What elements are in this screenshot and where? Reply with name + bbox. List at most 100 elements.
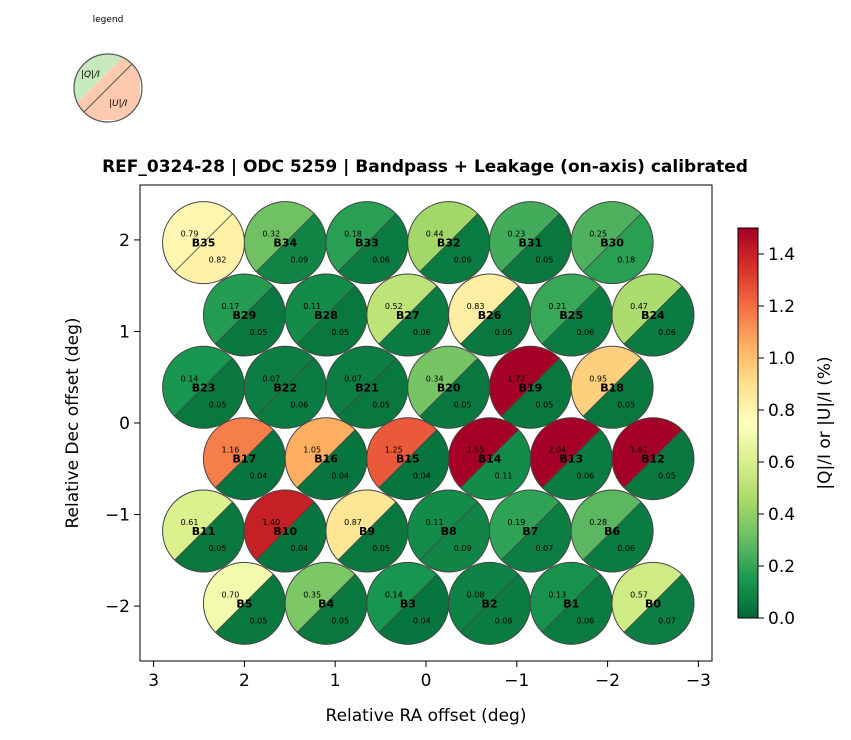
beam-q-half bbox=[285, 562, 356, 633]
beam-q-half bbox=[611, 417, 682, 488]
beam-divider bbox=[541, 429, 601, 488]
beam-b4: B40.35 0.05 bbox=[284, 561, 368, 645]
beam-q-half bbox=[448, 273, 519, 344]
beam-divider bbox=[337, 501, 397, 561]
beam-u-value: 0.06 bbox=[372, 256, 390, 265]
beam-divider bbox=[541, 285, 601, 345]
beam-q-half bbox=[489, 490, 560, 561]
beam-divider bbox=[623, 429, 683, 488]
beam-divider bbox=[419, 501, 478, 561]
beam-u-half bbox=[337, 358, 408, 429]
beam-u-half bbox=[337, 502, 408, 573]
beam-u-value: 0.82 bbox=[209, 256, 227, 265]
beam-u-value: 0.05 bbox=[536, 256, 554, 265]
beam-u-half bbox=[542, 429, 613, 500]
beam-label: B13 bbox=[559, 453, 583, 466]
beam-q-half bbox=[244, 346, 315, 417]
beam-u-value: 0.04 bbox=[331, 472, 349, 481]
beam-q-half bbox=[448, 417, 519, 488]
beam-u-value: 0.04 bbox=[250, 472, 268, 481]
beam-u-half bbox=[174, 502, 245, 573]
beam-u-half bbox=[256, 358, 327, 429]
beam-q-value: 0.32 bbox=[262, 230, 280, 239]
y-tick-label: −2 bbox=[105, 597, 130, 617]
beam-u-half bbox=[460, 285, 531, 356]
beam-u-value: 0.09 bbox=[290, 256, 308, 265]
beam-u-half bbox=[215, 285, 286, 356]
beam-divider bbox=[296, 429, 356, 488]
beam-u-value: 0.09 bbox=[454, 544, 472, 553]
beam-divider bbox=[174, 358, 233, 417]
beam-label: B7 bbox=[522, 525, 538, 538]
beam-label: B12 bbox=[641, 453, 665, 466]
x-tick-label: 3 bbox=[148, 671, 159, 691]
legend: legend |Q|/I |U|/I bbox=[73, 15, 143, 123]
beam-q-value: 2.04 bbox=[548, 446, 566, 455]
beam-u-value: 0.07 bbox=[536, 544, 554, 553]
beam-u-half bbox=[378, 285, 449, 356]
beam-u-value: 0.05 bbox=[250, 328, 268, 337]
colorbar-tick-label: 1.4 bbox=[768, 245, 795, 265]
beam-u-half bbox=[501, 213, 572, 284]
beam-q-half bbox=[366, 417, 437, 488]
beam-u-half bbox=[378, 574, 449, 645]
colorbar-tick-label: 1.2 bbox=[768, 297, 795, 317]
beam-label: B5 bbox=[236, 597, 252, 610]
beam-divider bbox=[501, 501, 560, 561]
beam-q-half bbox=[285, 274, 356, 344]
beam-u-value: 0.06 bbox=[413, 328, 431, 337]
beam-u-half bbox=[419, 358, 490, 429]
beam-b3: B30.14 0.04 bbox=[366, 561, 450, 645]
beam-divider bbox=[460, 574, 519, 633]
beam-divider bbox=[582, 213, 642, 272]
beam-b5: B50.70 0.05 bbox=[202, 561, 286, 645]
beam-divider bbox=[215, 429, 274, 488]
beam-u-value: 0.04 bbox=[290, 544, 308, 553]
beam-label: B17 bbox=[233, 453, 257, 466]
beam-q-value: 1.16 bbox=[222, 446, 240, 455]
y-tick-label: 2 bbox=[119, 231, 130, 251]
beam-u-value: 0.06 bbox=[617, 544, 635, 553]
beam-q-half bbox=[571, 346, 642, 417]
beam-q-half bbox=[203, 562, 274, 633]
beam-u-value: 0.06 bbox=[576, 472, 594, 481]
y-tick-label: −1 bbox=[105, 506, 130, 526]
beam-u-half bbox=[174, 213, 245, 284]
beam-q-value: 0.57 bbox=[630, 590, 648, 599]
legend-q-label: |Q|/I bbox=[81, 70, 100, 80]
beam-label: B23 bbox=[192, 381, 216, 394]
beam-q-value: 1.25 bbox=[385, 446, 403, 455]
beam-divider bbox=[378, 429, 438, 488]
beam-q-half bbox=[489, 346, 560, 417]
beam-q-half bbox=[571, 490, 642, 561]
beam-q-half bbox=[325, 490, 396, 561]
x-tick-label: −3 bbox=[686, 671, 711, 691]
beam-q-half bbox=[162, 201, 233, 272]
beam-q-half bbox=[530, 273, 601, 344]
beam-label: B11 bbox=[192, 525, 216, 538]
beam-q-half bbox=[203, 417, 274, 488]
beam-q-half bbox=[285, 417, 356, 488]
beam-u-value: 0.05 bbox=[331, 328, 349, 337]
colorbar-tick-label: 0.8 bbox=[768, 401, 795, 421]
chart-title: REF_0324-28 | ODC 5259 | Bandpass + Leak… bbox=[102, 157, 748, 177]
beam-q-half bbox=[244, 201, 315, 272]
beam-q-half bbox=[489, 201, 560, 272]
beam-divider bbox=[296, 574, 356, 633]
beam-q-half bbox=[366, 562, 437, 633]
beam-divider bbox=[378, 285, 438, 345]
beam-b7: B70.19 0.07 bbox=[488, 489, 572, 573]
legend-u-label: |U|/I bbox=[109, 99, 128, 109]
beam-u-value: 0.04 bbox=[413, 472, 431, 481]
